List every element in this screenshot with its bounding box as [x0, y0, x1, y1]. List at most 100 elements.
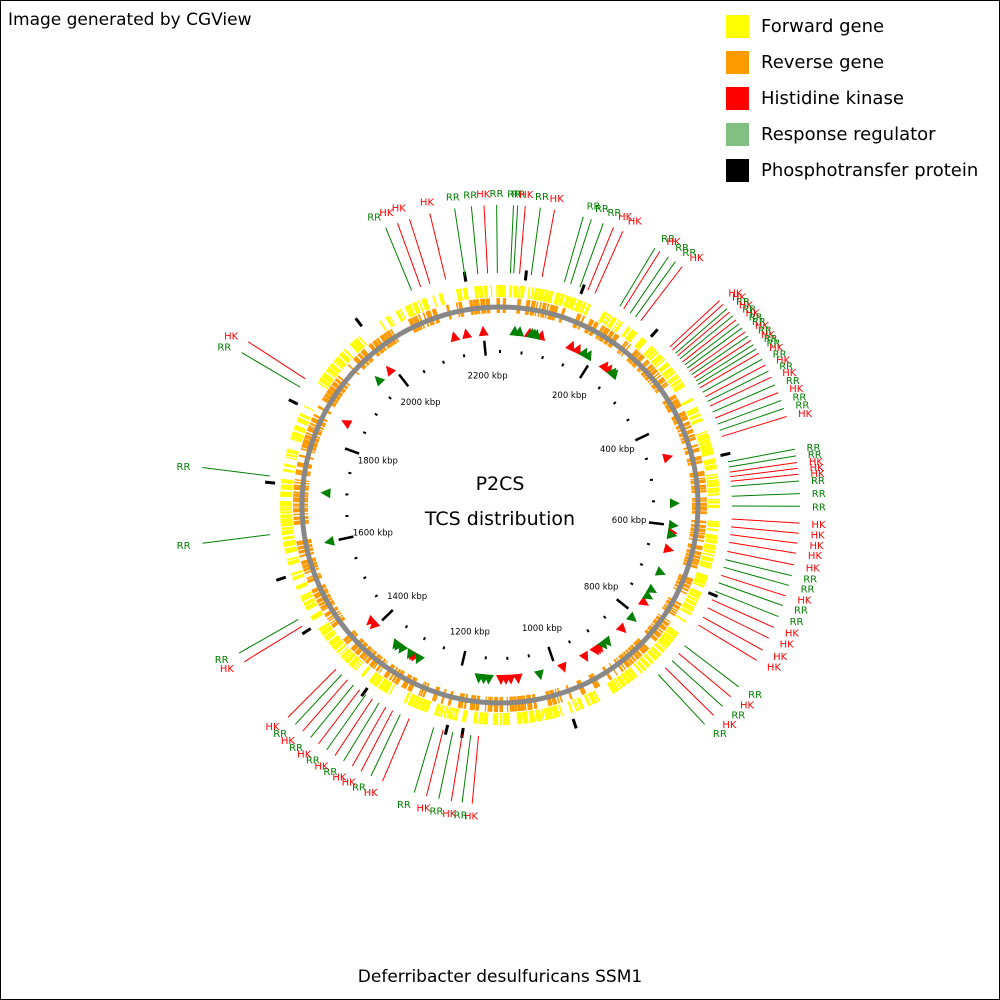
- forward-gene: [290, 437, 302, 443]
- hk-label: HK: [809, 457, 824, 468]
- rr-label: RR: [273, 729, 287, 740]
- forward-gene: [349, 341, 362, 354]
- legend-label: Histidine kinase: [761, 87, 904, 109]
- hk-label: HK: [297, 749, 312, 760]
- kbp-tick-label: 2200 kbp: [468, 372, 508, 382]
- rr-callout-line: [438, 732, 454, 799]
- hk-label: HK: [780, 639, 795, 650]
- forward-gene: [388, 314, 396, 326]
- forward-gene: [406, 304, 416, 317]
- forward-gene: [558, 293, 566, 307]
- major-tick: [578, 364, 590, 379]
- forward-gene: [461, 709, 468, 723]
- forward-gene: [533, 287, 540, 301]
- hk-callout-line: [471, 735, 479, 804]
- forward-gene: [704, 538, 718, 545]
- minor-tick: [422, 636, 427, 641]
- rr-callout-line: [202, 467, 270, 477]
- rr-label: RR: [713, 729, 727, 740]
- rr-callout-line: [718, 582, 783, 607]
- forward-gene: [705, 473, 718, 477]
- hk-callout-line: [483, 205, 489, 274]
- forward-gene: [303, 597, 316, 607]
- rr-label: RR: [731, 710, 745, 721]
- rr-callout-line: [635, 261, 676, 318]
- forward-gene: [513, 285, 519, 298]
- forward-gene: [636, 660, 647, 672]
- forward-gene: [318, 376, 331, 388]
- hk-label: HK: [785, 628, 800, 639]
- rr-callout-line: [579, 223, 604, 288]
- hk-callout-line: [721, 415, 787, 438]
- forward-gene-swatch: [726, 14, 749, 38]
- rr-label: RR: [661, 234, 675, 245]
- rr-callout-line: [684, 323, 740, 366]
- phosphotransfer-protein-swatch: [726, 158, 749, 182]
- forward-gene: [562, 295, 571, 308]
- forward-gene: [342, 650, 353, 661]
- forward-gene: [523, 711, 529, 724]
- hk-callout-line: [727, 550, 795, 566]
- kbp-tick-label: 1800 kbp: [358, 456, 398, 466]
- rr-marker: [530, 328, 541, 340]
- rr-marker: [392, 638, 403, 650]
- minor-tick: [374, 412, 378, 417]
- forward-gene: [492, 712, 499, 725]
- forward-gene: [395, 309, 404, 323]
- rr-callout-line: [671, 660, 723, 707]
- forward-gene: [446, 706, 452, 719]
- forward-gene: [634, 337, 646, 350]
- minor-tick: [388, 396, 392, 400]
- forward-gene: [338, 351, 352, 364]
- forward-gene: [587, 691, 598, 705]
- forward-gene: [282, 535, 295, 541]
- forward-gene: [328, 634, 341, 647]
- hk-marker: [512, 673, 523, 685]
- rr-label: RR: [812, 489, 826, 500]
- forward-gene: [551, 706, 556, 719]
- minor-tick: [374, 594, 379, 598]
- minor-tick: [362, 431, 367, 435]
- rr-callout-line: [513, 205, 519, 274]
- hk-label: HK: [342, 778, 357, 789]
- forward-gene: [706, 527, 719, 532]
- rr-callout-line: [563, 216, 584, 283]
- forward-gene: [325, 369, 337, 379]
- hk-callout-line: [730, 526, 799, 534]
- forward-gene: [667, 626, 679, 636]
- forward-gene: [323, 629, 336, 640]
- kbp-ruler: 200 kbp 400 kbp 600 kbp 800 kbp 1000 kbp 1200…: [338, 340, 665, 666]
- rr-marker: [666, 529, 678, 540]
- rr-callout-line: [731, 493, 800, 497]
- rr-callout-line: [675, 308, 728, 354]
- forward-gene: [639, 656, 651, 669]
- forward-gene: [657, 361, 670, 373]
- forward-gene: [281, 529, 294, 536]
- forward-gene: [613, 320, 624, 333]
- forward-gene: [624, 328, 637, 342]
- rr-callout-line: [241, 352, 301, 388]
- hk-callout-line: [587, 227, 614, 291]
- hk-marker: [662, 453, 674, 464]
- rr-callout-line: [697, 348, 757, 385]
- rr-label: RR: [808, 450, 822, 461]
- organism-name: Deferribacter desulfuricans SSM1: [357, 967, 643, 987]
- forward-gene: [538, 709, 543, 722]
- forward-gene: [703, 458, 716, 466]
- forward-gene: [333, 360, 344, 370]
- forward-gene: [353, 337, 365, 351]
- rr-marker: [407, 647, 417, 660]
- forward-gene: [474, 286, 479, 299]
- major-tick: [460, 650, 467, 666]
- rr-label: RR: [795, 401, 809, 412]
- rr-label: RR: [177, 462, 191, 473]
- forward-gene: [483, 712, 489, 725]
- forward-gene: [598, 310, 608, 324]
- forward-gene: [707, 520, 720, 523]
- rr-label: RR: [507, 189, 521, 200]
- hk-callout-line: [698, 624, 757, 661]
- hk-label: HK: [806, 563, 821, 574]
- rr-label: RR: [752, 317, 766, 328]
- tcs-marker-track: [320, 325, 680, 685]
- hk-label: HK: [789, 384, 804, 395]
